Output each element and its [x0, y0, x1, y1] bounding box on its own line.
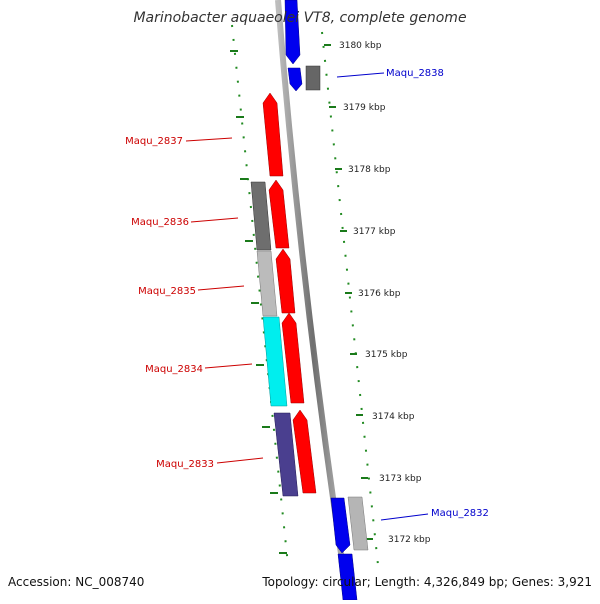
right-guide-line [321, 31, 379, 566]
kbp-label: 3175 kbp [365, 350, 408, 360]
gene-maqu-2833-arrow[interactable] [292, 409, 317, 494]
gene-maqu-2835-block[interactable] [256, 250, 278, 317]
gene-maqu-2837-arrow[interactable] [262, 92, 284, 177]
left-tick [236, 116, 244, 118]
gene-grey-block-bottom[interactable] [347, 496, 369, 551]
left-tick [230, 50, 238, 52]
kbp-label: 3178 kbp [348, 165, 391, 175]
kbp-tick [340, 230, 347, 232]
label-maqu-2834[interactable]: Maqu_2834 [145, 364, 203, 375]
left-tick [262, 426, 270, 428]
leader-maqu-2832 [380, 513, 429, 521]
gene-maqu-2833-block[interactable] [273, 412, 299, 497]
reverse-genes [262, 92, 317, 494]
left-tick [256, 364, 264, 366]
gene-maqu-2835-arrow[interactable] [275, 248, 296, 314]
kbp-tick [361, 477, 368, 479]
gene-maqu-2834-block[interactable] [262, 316, 288, 407]
kbp-ticks [324, 44, 373, 540]
leader-maqu-2835 [197, 285, 245, 291]
kbp-tick [345, 292, 352, 294]
gene-labels: Maqu_2838 Maqu_2837 Maqu_2836 Maqu_2835 … [125, 68, 489, 519]
kbp-tick [335, 168, 342, 170]
leader-maqu-2833 [216, 457, 264, 464]
left-tick [279, 552, 287, 554]
forward-genes [284, 0, 358, 601]
leader-maqu-2837 [185, 137, 233, 142]
gene-grey-block-top[interactable] [305, 65, 321, 91]
label-maqu-2832[interactable]: Maqu_2832 [431, 508, 489, 519]
kbp-label: 3177 kbp [353, 227, 396, 237]
label-maqu-2838[interactable]: Maqu_2838 [386, 68, 444, 79]
kbp-label: 3179 kbp [343, 103, 386, 113]
label-maqu-2835[interactable]: Maqu_2835 [138, 286, 196, 297]
kbp-label: 3176 kbp [358, 289, 401, 299]
label-maqu-2836[interactable]: Maqu_2836 [131, 217, 189, 228]
kbp-tick [350, 353, 357, 355]
leader-maqu-2836 [190, 217, 239, 223]
left-tick [270, 492, 278, 494]
left-guide-line [231, 24, 289, 566]
leader-maqu-2834 [204, 363, 253, 369]
left-tick [240, 178, 248, 180]
kbp-tick [329, 106, 336, 108]
guide-lines [231, 24, 379, 566]
left-tick [245, 240, 253, 242]
kbp-label: 3180 kbp [339, 41, 382, 51]
feature-blocks [250, 181, 299, 497]
left-ticks [230, 50, 287, 554]
left-tick [251, 302, 259, 304]
gene-maqu-2832-block[interactable] [330, 497, 351, 554]
map-title: Marinobacter aquaeolei VT8, complete gen… [133, 10, 467, 26]
label-maqu-2837[interactable]: Maqu_2837 [125, 136, 183, 147]
kbp-label: 3173 kbp [379, 474, 422, 484]
kbp-tick [356, 414, 363, 416]
gene-maqu-2834-arrow[interactable] [281, 312, 305, 404]
leader-lines [185, 72, 429, 521]
gene-forward-top[interactable] [284, 0, 301, 65]
kbp-label: 3174 kbp [372, 412, 415, 422]
leader-maqu-2838 [336, 72, 385, 78]
kbp-label: 3172 kbp [388, 535, 431, 545]
gene-maqu-2838-block[interactable] [287, 67, 303, 92]
accession-text: Accession: NC_008740 [8, 575, 145, 589]
kbp-tick [366, 538, 373, 540]
gene-maqu-2836-block[interactable] [250, 181, 272, 251]
label-maqu-2833[interactable]: Maqu_2833 [156, 459, 214, 470]
gene-maqu-2836-arrow[interactable] [268, 179, 290, 249]
kbp-labels: 3180 kbp 3179 kbp 3178 kbp 3177 kbp 3176… [339, 41, 431, 545]
topology-text: Topology: circular; Length: 4,326,849 bp… [262, 575, 592, 589]
kbp-tick [324, 44, 331, 46]
